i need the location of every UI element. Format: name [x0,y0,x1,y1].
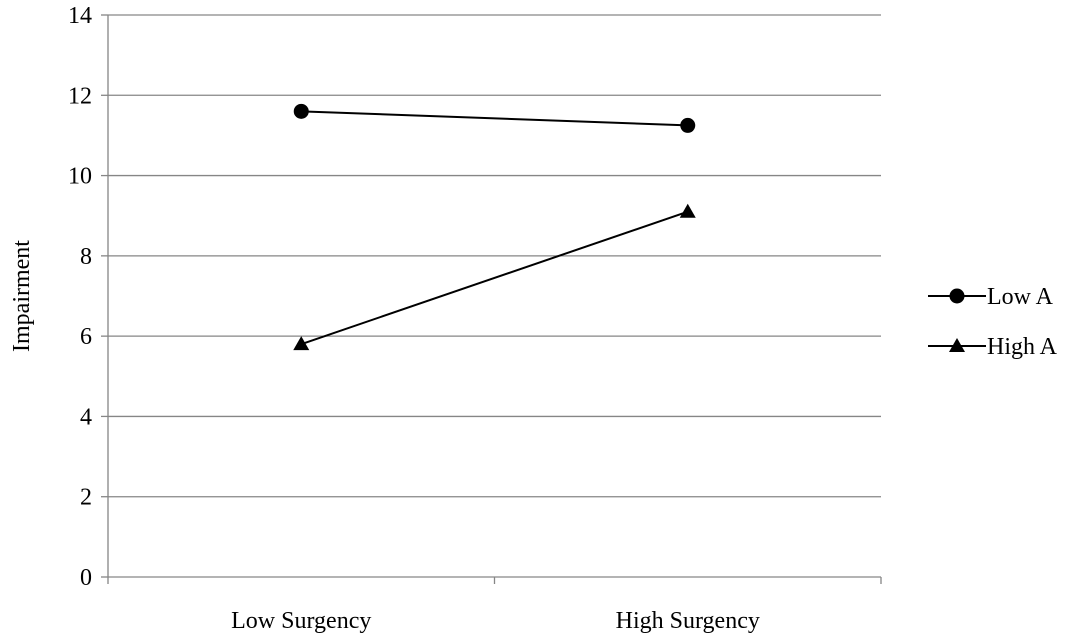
x-tick-label: High Surgency [616,608,760,634]
legend: Low A High A [928,284,1058,360]
series-line-low-a [301,110,688,127]
y-tick-label: 8 [80,244,92,270]
series [293,103,696,351]
legend-marker-low-a [949,288,965,304]
gridlines [108,14,881,498]
y-tick-label: 6 [80,324,92,350]
y-tick-label: 14 [68,3,92,29]
legend-marker-high-a [949,338,965,352]
data-point-high-a [679,203,696,218]
legend-label-high-a: High A [987,334,1058,360]
axes [101,14,882,584]
y-tick-label: 4 [80,404,92,430]
y-tick-label: 12 [68,83,92,109]
legend-item-high-a: High A [928,334,1058,360]
series-high-a [293,203,696,351]
series-low-a [293,103,696,133]
y-tick-label: 2 [80,485,92,511]
legend-label-low-a: Low A [987,284,1054,310]
data-point-low-a [680,117,696,133]
legend-item-low-a: Low A [928,284,1054,310]
x-tick-label: Low Surgency [231,608,371,634]
y-tick-label: 10 [68,164,92,190]
y-tick-label: 0 [80,565,92,591]
data-point-low-a [293,103,309,119]
data-point-high-a [293,336,310,351]
series-line-high-a [300,210,689,346]
x-tick-labels: Low Surgency High Surgency [231,608,760,634]
y-axis-label: Impairment [9,240,35,352]
y-tick-labels: 0 2 4 6 8 10 12 14 [68,3,92,591]
